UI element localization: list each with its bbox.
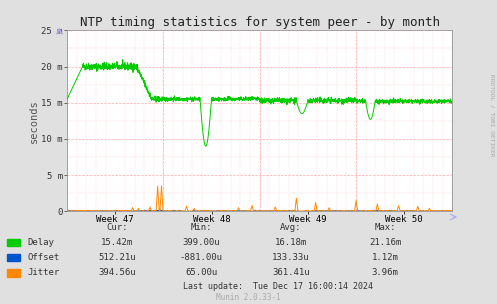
Text: 65.00u: 65.00u (185, 268, 217, 278)
Text: Munin 2.0.33-1: Munin 2.0.33-1 (216, 293, 281, 302)
Text: Cur:: Cur: (106, 223, 128, 232)
Text: -881.00u: -881.00u (180, 253, 223, 262)
Text: 133.33u: 133.33u (272, 253, 310, 262)
Text: Delay: Delay (27, 238, 54, 247)
Text: 394.56u: 394.56u (98, 268, 136, 278)
Y-axis label: seconds: seconds (29, 99, 39, 143)
Text: Max:: Max: (374, 223, 396, 232)
Text: Avg:: Avg: (280, 223, 302, 232)
Title: NTP timing statistics for system peer - by month: NTP timing statistics for system peer - … (80, 16, 440, 29)
Text: 1.12m: 1.12m (372, 253, 399, 262)
Text: Last update:  Tue Dec 17 16:00:14 2024: Last update: Tue Dec 17 16:00:14 2024 (183, 282, 373, 292)
Text: 3.96m: 3.96m (372, 268, 399, 278)
Text: Jitter: Jitter (27, 268, 60, 278)
Text: Offset: Offset (27, 253, 60, 262)
Text: 16.18m: 16.18m (275, 238, 307, 247)
Text: 21.16m: 21.16m (369, 238, 401, 247)
Text: RRDTOOL / TOBI OETIKER: RRDTOOL / TOBI OETIKER (490, 74, 495, 157)
Text: 361.41u: 361.41u (272, 268, 310, 278)
Text: 15.42m: 15.42m (101, 238, 133, 247)
Text: 399.00u: 399.00u (182, 238, 220, 247)
Text: Min:: Min: (190, 223, 212, 232)
Text: 512.21u: 512.21u (98, 253, 136, 262)
